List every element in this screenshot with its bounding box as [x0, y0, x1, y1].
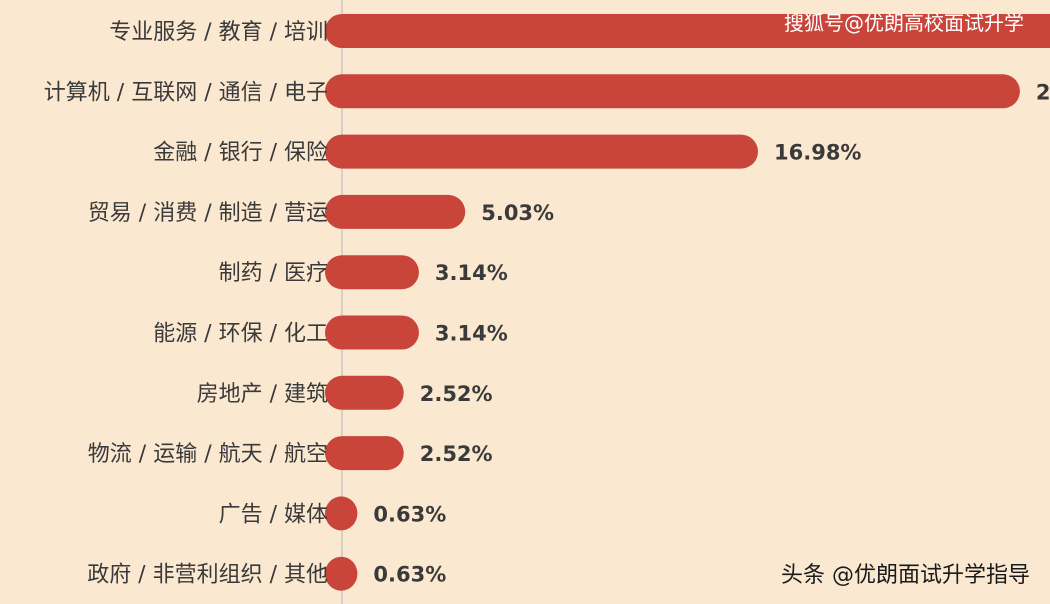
- category-label-2: 计算机 / 互联网 / 通信 / 电子: [44, 80, 328, 105]
- category-label-7: 房地产 / 建筑: [197, 382, 328, 407]
- category-label-8: 物流 / 运输 / 航天 / 航空: [88, 442, 328, 467]
- bar-9: [325, 496, 358, 531]
- category-label-5: 制药 / 医疗: [219, 261, 328, 286]
- watermark-top: 搜狐号@优朗高校面试升学: [784, 11, 1024, 35]
- category-label-1: 专业服务 / 教育 / 培训: [109, 20, 328, 45]
- value-label-9: 0.63%: [373, 502, 446, 526]
- value-label-5: 3.14%: [435, 261, 508, 285]
- bar-5: [325, 255, 419, 290]
- bar-8: [325, 436, 404, 471]
- category-label-3: 金融 / 银行 / 保险: [153, 141, 328, 166]
- bars-layer: [325, 14, 1050, 591]
- bar-7: [325, 375, 404, 410]
- bar-1: [325, 14, 1050, 48]
- category-label-10: 政府 / 非营利组织 / 其他: [87, 563, 328, 588]
- value-label-8: 2.52%: [420, 442, 493, 466]
- value-label-10: 0.63%: [373, 563, 446, 587]
- watermark-bottom: 头条 @优朗面试升学指导: [781, 563, 1030, 588]
- category-label-6: 能源 / 环保 / 化工: [153, 322, 328, 347]
- value-label-3: 16.98%: [774, 141, 861, 165]
- value-label-4: 5.03%: [481, 201, 554, 225]
- bar-10: [325, 556, 358, 591]
- value-label-7: 2.52%: [420, 382, 493, 406]
- bar-6: [325, 315, 419, 350]
- category-label-9: 广告 / 媒体: [219, 502, 328, 527]
- labels-layer: 专业服务 / 教育 / 培训37.74%计算机 / 互联网 / 通信 / 电子2…: [44, 20, 1050, 588]
- bar-4: [325, 194, 466, 229]
- value-label-6: 3.14%: [435, 322, 508, 346]
- bar-2: [325, 74, 1020, 109]
- value-label-2: 27.67%: [1036, 80, 1050, 104]
- category-label-4: 贸易 / 消费 / 制造 / 营运: [88, 201, 328, 226]
- bar-3: [325, 134, 759, 169]
